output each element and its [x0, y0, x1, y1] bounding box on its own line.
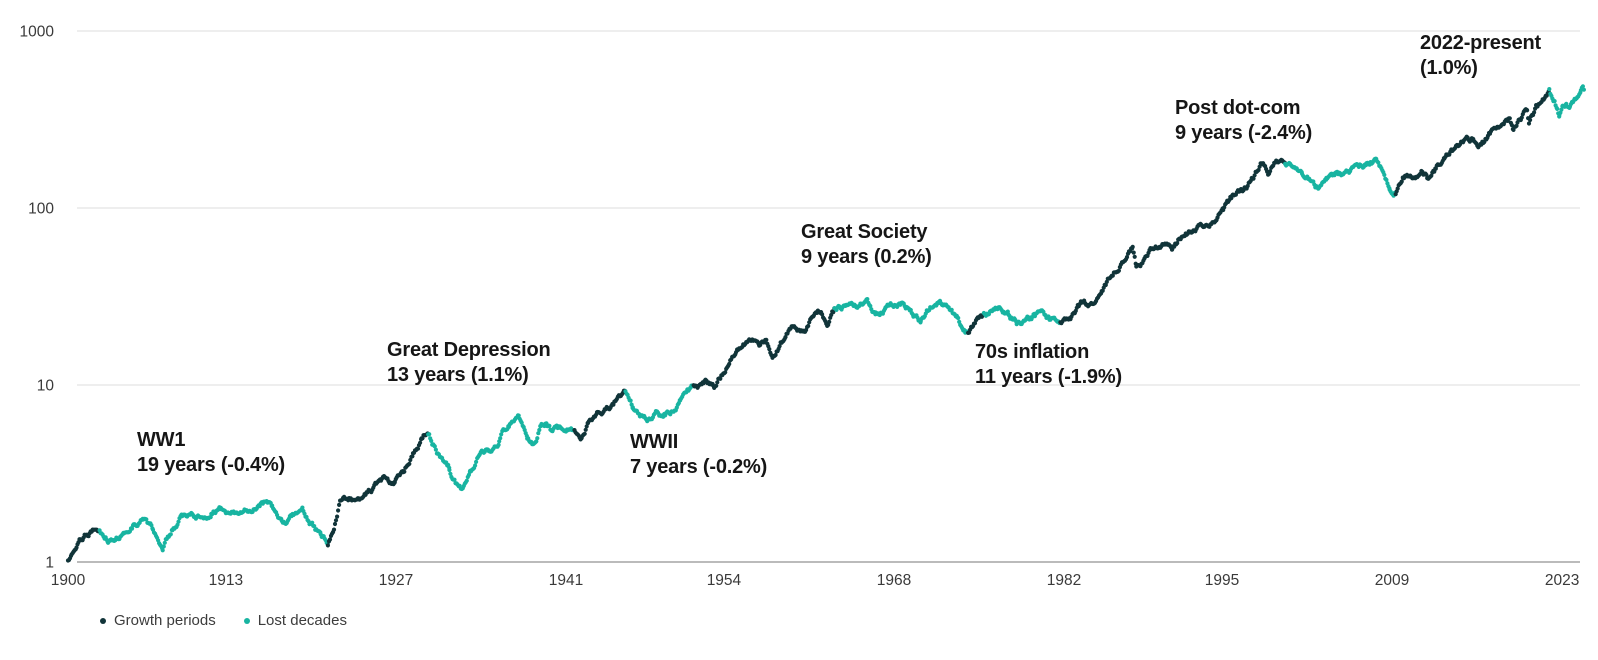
x-tick-label: 2009 — [1375, 572, 1409, 589]
segment-2022-present-lost-decade — [1547, 84, 1586, 119]
x-tick-label: 1954 — [707, 572, 742, 589]
segment-1950s-60s-growth — [691, 306, 837, 390]
legend-dot-icon — [100, 617, 106, 624]
segment-1900s-growth — [65, 527, 101, 563]
x-tick-label: 1982 — [1047, 572, 1081, 589]
segment-70s-inflation-lost-decade — [981, 305, 1062, 327]
legend: Growth periods Lost decades — [100, 612, 347, 629]
segment-post-dot-com-lost-decade — [1283, 156, 1397, 198]
segment-1980s-90s-growth — [1058, 157, 1287, 326]
legend-item-lost: Lost decades — [243, 612, 347, 629]
x-tick-label: 1900 — [51, 572, 86, 589]
x-tick-label: 1995 — [1205, 572, 1239, 589]
segment-early-1940s-growth — [572, 388, 628, 442]
x-tick-label: 1968 — [877, 572, 911, 589]
segment-2010s-growth — [1393, 89, 1551, 197]
segment-ww1-lost-decade — [97, 499, 330, 553]
x-tick-label: 1927 — [379, 572, 413, 589]
segment-mid-70s-growth — [966, 313, 986, 335]
segment-great-society-lost-decade — [832, 297, 970, 335]
x-tick-label: 1941 — [549, 572, 583, 589]
legend-item-growth: Growth periods — [100, 612, 216, 629]
y-tick-label: 1 — [45, 555, 54, 572]
legend-dot-icon — [243, 617, 250, 624]
y-tick-label: 1000 — [20, 24, 55, 41]
y-tick-label: 100 — [28, 201, 54, 218]
segment-1920s-growth — [325, 431, 430, 548]
legend-label: Lost decades — [257, 612, 347, 629]
segment-great-depression-lost-decade — [426, 413, 577, 492]
segment-wwii-lost-decade — [623, 383, 695, 424]
y-tick-label: 10 — [37, 378, 55, 395]
x-tick-label: 1913 — [209, 572, 243, 589]
legend-label: Growth periods — [114, 612, 216, 629]
x-tick-label: 2023 — [1545, 572, 1579, 589]
